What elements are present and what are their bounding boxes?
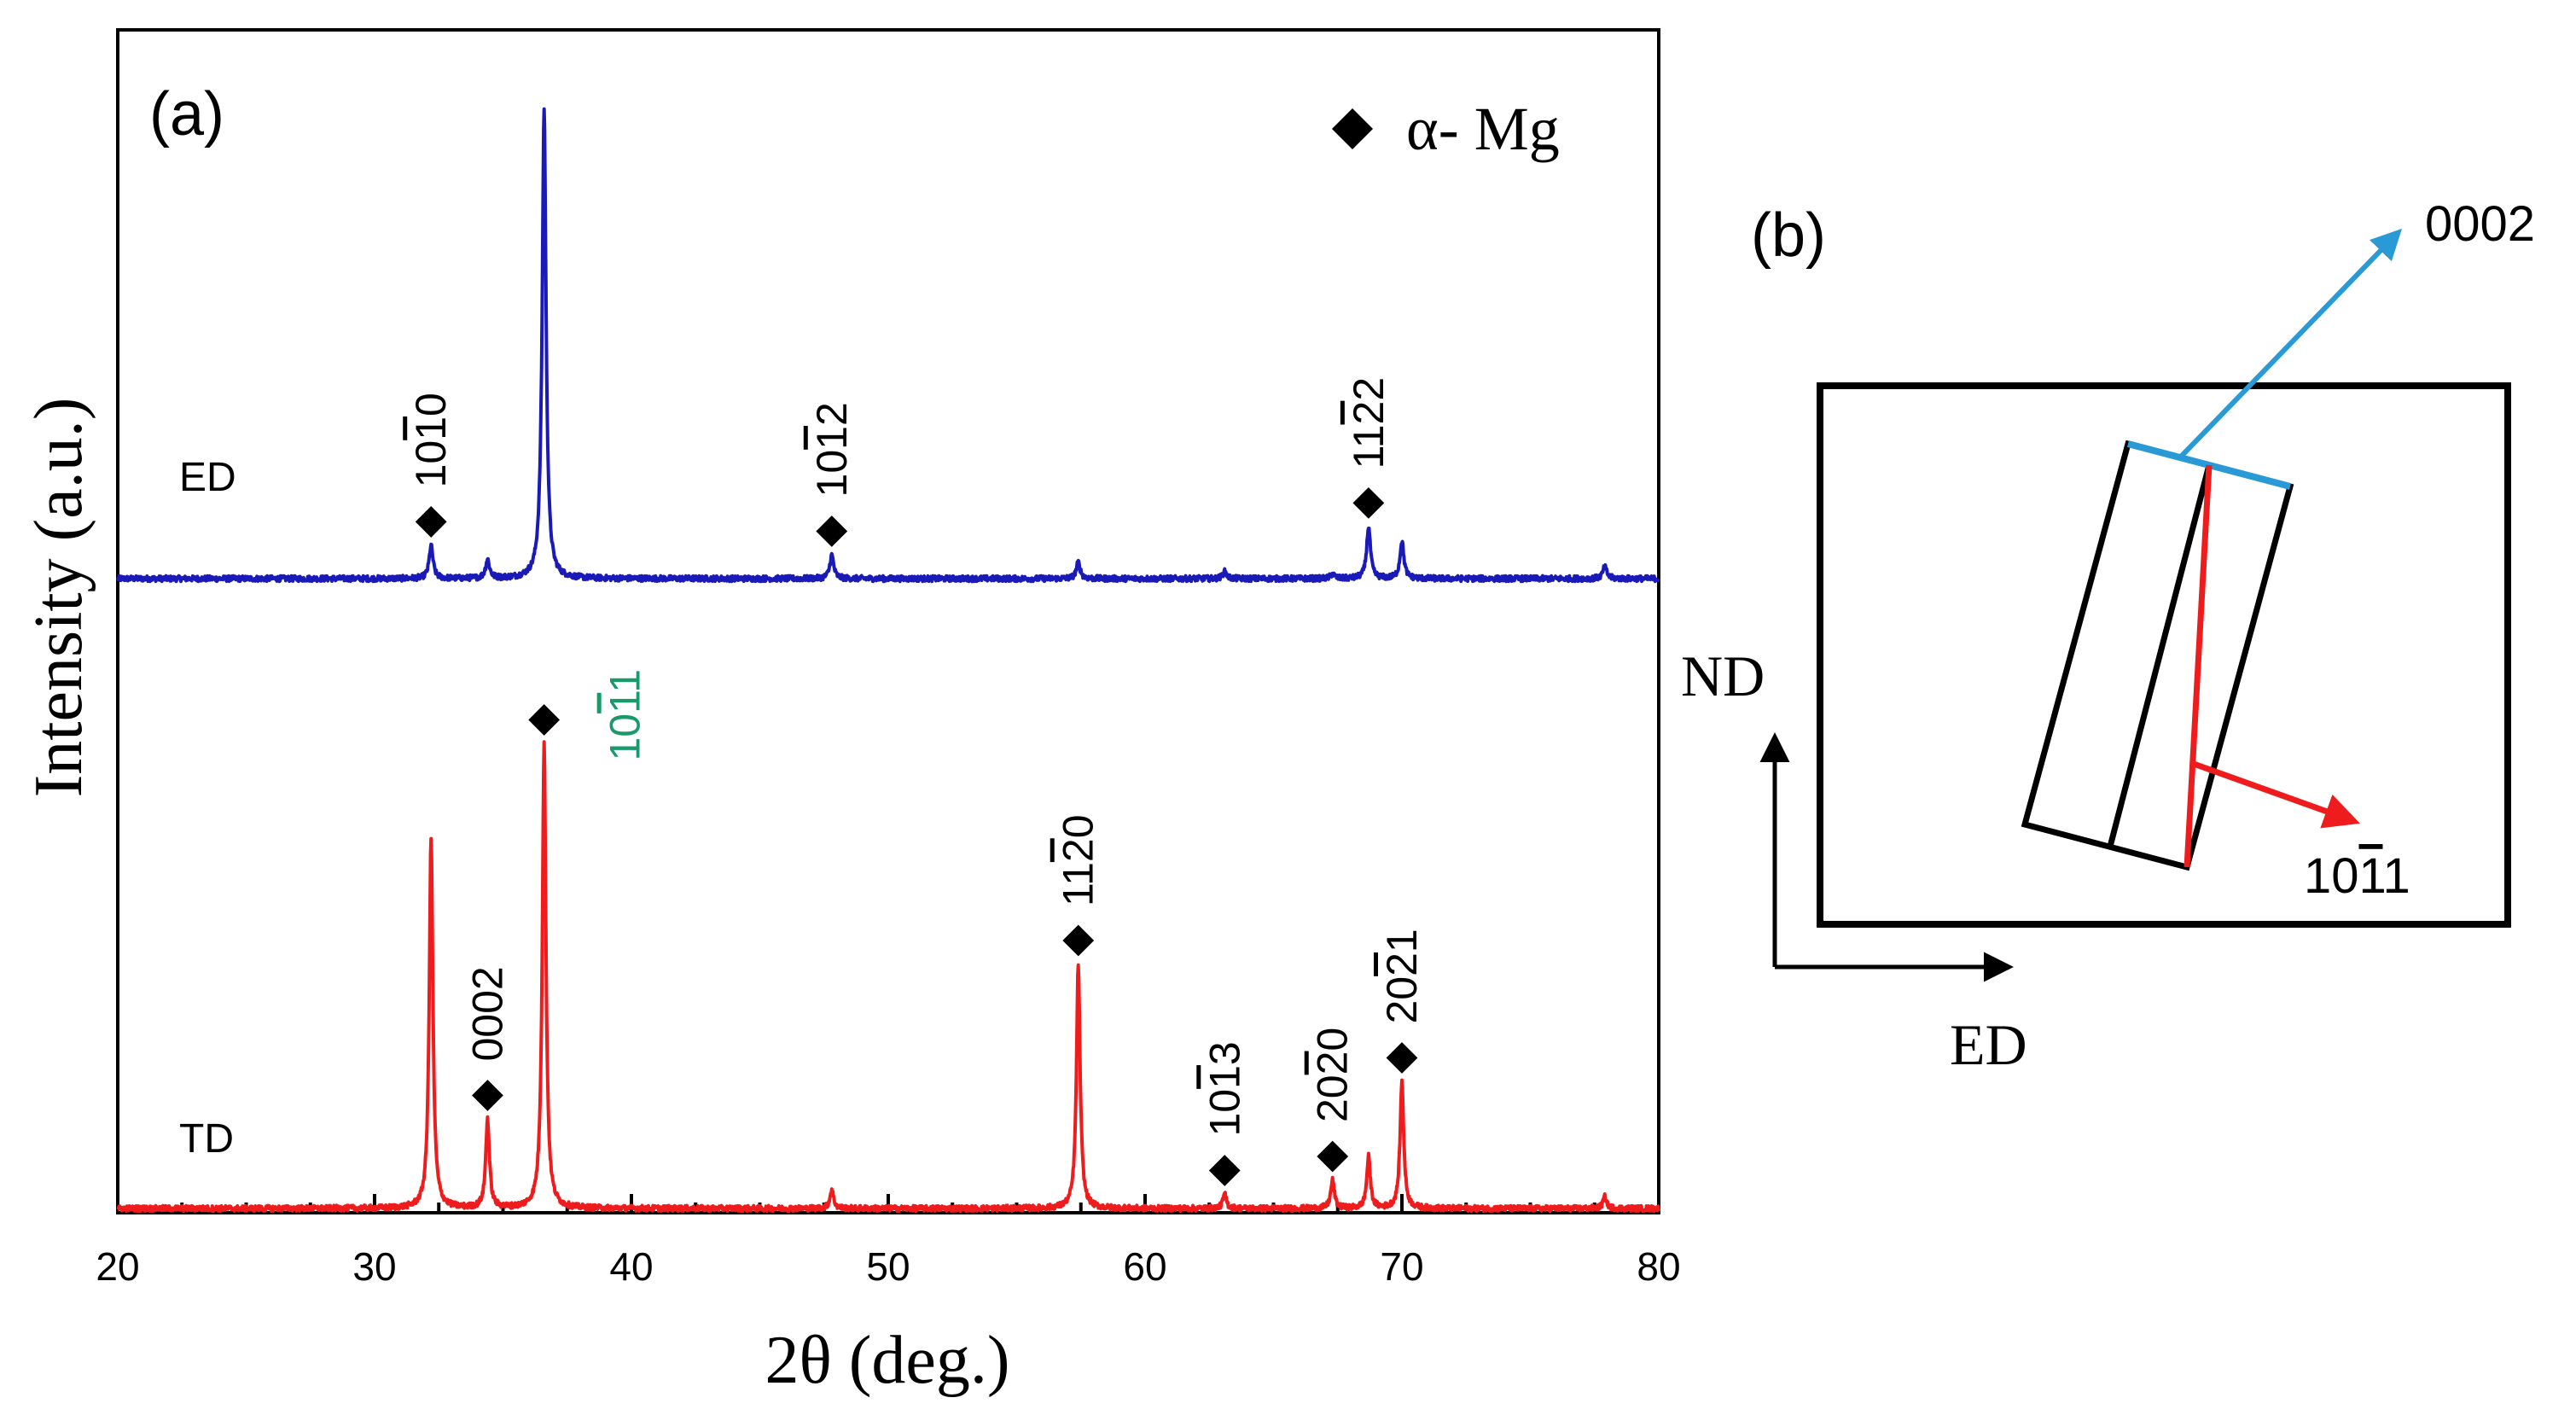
vector-10-11-label-bar: 1 [2359,848,2385,904]
x-axis-tick-labels: 20 30 40 50 60 70 80 [96,1244,1680,1289]
plot-frame [116,28,1660,1214]
peak-markers [415,487,1418,1186]
peak-marker [1317,1140,1349,1173]
nd-axis-label: ND [1681,644,1765,708]
peak-label-tail: 2 [808,402,856,426]
peak-label-tail: 3 [1201,1041,1248,1065]
peak-label-tail: 0 [1309,1028,1357,1051]
peak-label-bar: 2 [1378,952,1426,976]
peak-label: 1120 [1055,814,1102,906]
peak-label-bar: 1 [602,691,649,713]
peak-label: 2021 [1378,929,1426,1023]
peak-label-lead: 0002 [463,966,511,1061]
peak-label: 1012 [808,402,856,497]
peak-marker [472,1080,503,1111]
peak-label-lead: 10 [407,440,455,488]
vector-0002-label: 0002 [2425,196,2535,252]
peak-marker [415,506,447,538]
peak-label-bar: 1 [1201,1065,1248,1089]
peak-label: 2020 [1309,1028,1357,1122]
peak-marker [1208,1155,1241,1186]
panel-label-b: (b) [1751,201,1826,270]
peak-label-lead: 20 [1309,1074,1357,1122]
sample-outline [1817,382,2511,928]
crystal-cell-divider [2107,464,2213,847]
peak-label: 1122 [1345,377,1393,469]
series-label-ed: ED [179,455,236,500]
peak-label: 1010 [407,393,455,487]
peak-marker [1062,924,1095,957]
series-td [116,740,1660,1214]
vector-10-11-label-tail: 1 [2382,848,2410,904]
peak-label-tail: 0 [1055,814,1102,838]
xrd-chart-panel: 20 30 40 50 60 70 80 (a) α- Mg Intensity (a.u.… [21,28,1681,1398]
y-axis-label: Intensity (a.u.) [21,398,96,798]
peak-label-tail: 1 [1378,929,1426,952]
vector-10-11-label: 1011 [2304,848,2410,904]
peak-marker [1386,1042,1418,1074]
peak-label-lead: 10 [1201,1089,1248,1137]
x-tick-label: 50 [866,1244,910,1289]
peak-label-bar: 2 [1345,401,1393,425]
vector-10-11-arrow [2192,760,2360,829]
x-tick-label: 30 [352,1244,396,1289]
series-line-td [116,740,1660,1214]
peak-label-lead: 10 [602,713,649,761]
peak-label-lead: 11 [1055,862,1102,906]
series-ed [116,107,1660,584]
peak-label-lead: 20 [1378,976,1426,1024]
series-line-ed [116,107,1660,584]
x-tick-label: 70 [1380,1244,1423,1289]
peak-label-bar: 1 [407,416,455,440]
orientation-diagram-panel: (b) 0002 1011 ND ED [1681,196,2535,1077]
vector-10-11-label-lead: 10 [2304,848,2359,904]
panel-label-a: (a) [149,80,224,149]
series-label-td: TD [179,1116,234,1162]
peak-label-bar: 1 [808,426,856,450]
peak-label-lead: 10 [808,450,856,498]
x-tick-label: 60 [1123,1244,1166,1289]
peak-marker [1352,487,1385,519]
peak-marker [528,704,561,736]
x-axis-label: 2θ (deg.) [765,1323,1009,1398]
peak-marker [816,515,848,547]
peak-label-bar: 2 [1309,1051,1357,1075]
legend-diamond-marker [1331,108,1374,150]
peak-label-tail: 1 [602,669,649,693]
peak-label-tail: 2 [1345,377,1393,401]
vector-0002-arrow [2177,228,2403,461]
peak-label-lead: 11 [1345,424,1393,469]
x-tick-label: 80 [1637,1244,1680,1289]
legend-label: α- Mg [1406,95,1560,163]
peak-label-tail: 0 [407,393,455,416]
peak-label: 1011 [602,669,649,761]
peak-label: 1013 [1201,1041,1248,1136]
peak-label-bar: 2 [1055,838,1102,862]
pyramidal-plane-line [2183,464,2213,868]
ed-axis-label: ED [1950,1012,2027,1077]
x-tick-label: 20 [96,1244,139,1289]
legend: α- Mg [1331,95,1560,163]
peak-label: 0002 [463,966,511,1061]
x-tick-label: 40 [609,1244,653,1289]
